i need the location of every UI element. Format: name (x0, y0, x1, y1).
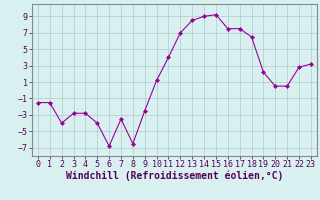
X-axis label: Windchill (Refroidissement éolien,°C): Windchill (Refroidissement éolien,°C) (66, 171, 283, 181)
